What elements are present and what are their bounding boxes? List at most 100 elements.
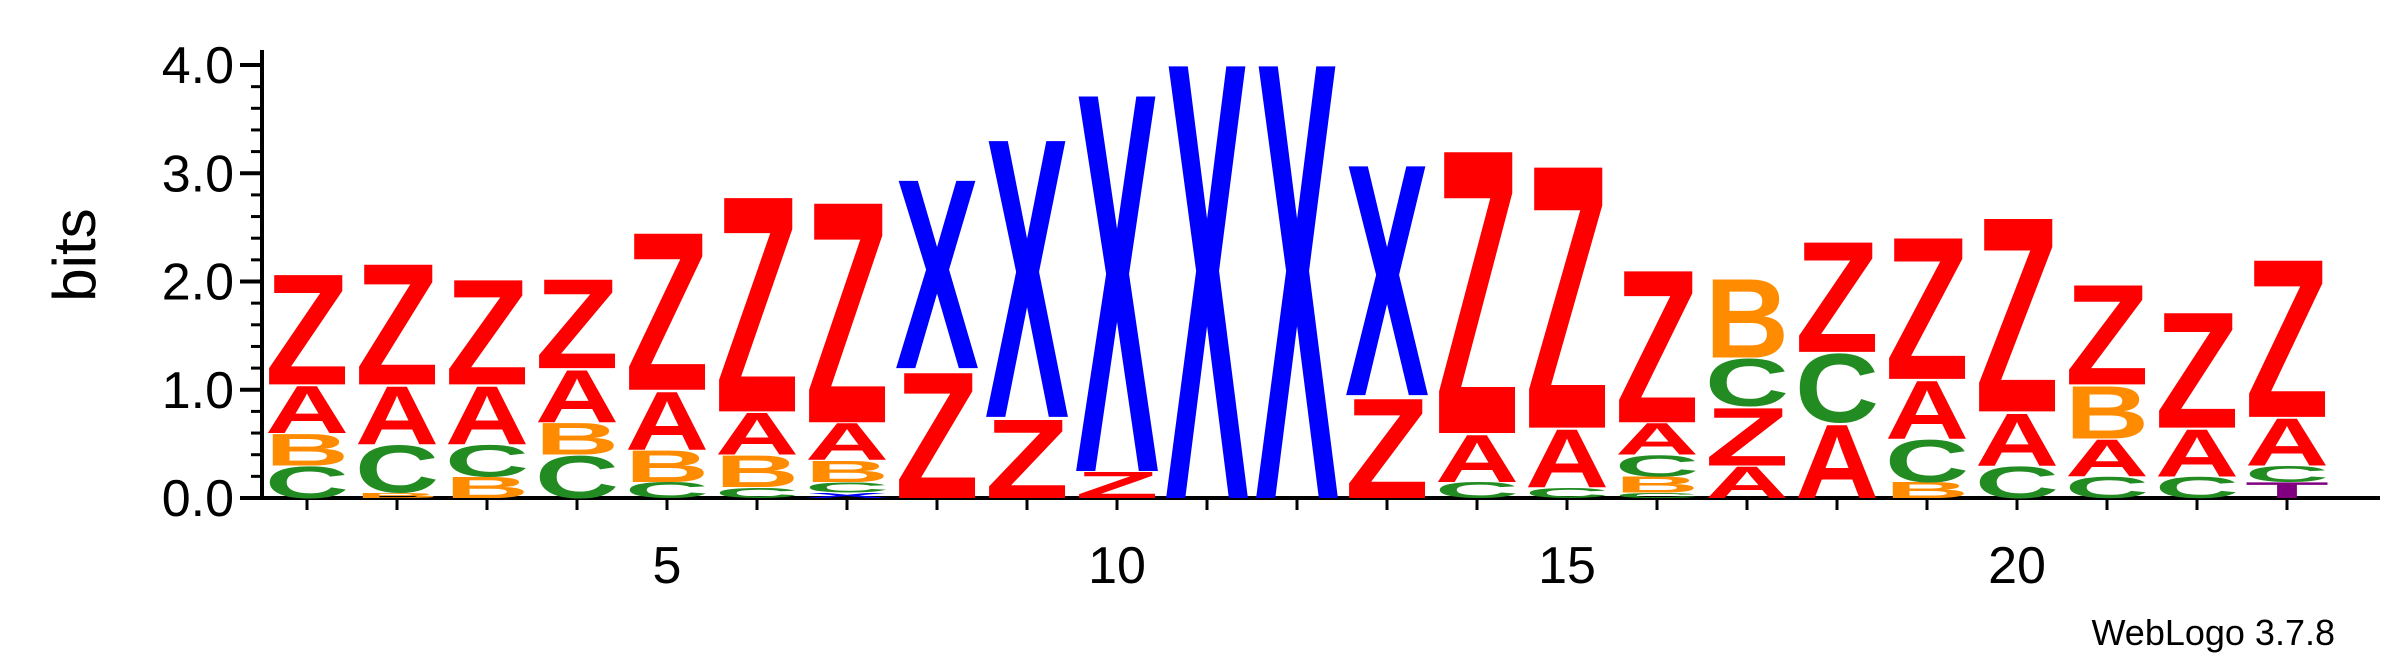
logo-column: ZX bbox=[1075, 0, 1160, 587]
logo-letter: X bbox=[1345, 95, 1429, 467]
logo-letter: X bbox=[1255, 0, 1340, 631]
logo-letter: Z bbox=[985, 395, 1069, 522]
logo-column: ZX bbox=[1345, 95, 1429, 529]
logo-letter: C bbox=[1885, 427, 1969, 495]
logo-letter: A bbox=[1705, 457, 1789, 508]
logo-letter: A bbox=[2245, 405, 2329, 481]
logo-letter: C bbox=[1975, 457, 2059, 508]
logo-letter: A bbox=[1525, 412, 1609, 505]
logo-letter: A bbox=[805, 413, 889, 472]
x-axis: 5 10 15 20 bbox=[262, 496, 2380, 595]
logo-letter: Z bbox=[1795, 210, 1879, 386]
y-tick-label: 0.0 bbox=[162, 470, 234, 528]
logo-letter: Z bbox=[625, 184, 709, 438]
logo-letter: X bbox=[1165, 0, 1250, 631]
logo-letter: A bbox=[2065, 429, 2149, 488]
weblogo-credit: WebLogo 3.7.8 bbox=[2091, 612, 2335, 653]
logo-letter: Z bbox=[445, 247, 529, 417]
logo-letter: A bbox=[1795, 402, 1879, 521]
logo-letter: A bbox=[445, 369, 529, 462]
logo-letter: A bbox=[1975, 397, 2059, 482]
logo-letter: C bbox=[1435, 477, 1519, 502]
logo-column: CAZ bbox=[2155, 278, 2239, 504]
logo-letter: Z bbox=[805, 135, 889, 489]
logo-letter: B bbox=[355, 491, 439, 499]
logo-letter: Z bbox=[1075, 464, 1159, 506]
logo-letter: Z bbox=[1435, 63, 1519, 520]
logo-column: CAZ bbox=[1525, 87, 1609, 508]
logo-letter: C bbox=[445, 435, 529, 486]
logo-letter: Z bbox=[895, 335, 979, 538]
logo-column: X bbox=[1165, 0, 1250, 631]
logo-letter: B bbox=[1615, 472, 1699, 497]
logo-letter: A bbox=[265, 372, 349, 448]
logo-letter: Z bbox=[715, 131, 799, 477]
logo-letter: X bbox=[1075, 0, 1160, 587]
logo-letter: C bbox=[2065, 471, 2149, 505]
logo-letter: C bbox=[1615, 491, 1699, 499]
logo-letter: Z bbox=[1525, 87, 1609, 508]
logo-letter: Z bbox=[265, 242, 349, 418]
logo-letter: A bbox=[355, 369, 439, 462]
logo-letter: C bbox=[1615, 449, 1699, 483]
logo-column: CAZ bbox=[1435, 63, 1519, 520]
logo-letter: A bbox=[535, 354, 619, 439]
x-tick-label: 20 bbox=[1988, 537, 2046, 595]
logo-letter: X bbox=[985, 54, 1070, 502]
logo-letter: C bbox=[805, 479, 889, 496]
logo-letter: A bbox=[625, 374, 709, 467]
logo-letter: Z bbox=[535, 253, 619, 396]
logo-letter: Z bbox=[1885, 194, 1969, 423]
logo-letter: A bbox=[715, 400, 799, 468]
logo-letter: C bbox=[2245, 461, 2329, 486]
logo-column: CAZ bbox=[1975, 159, 2059, 508]
logo-letter: C bbox=[265, 457, 349, 508]
logo-letter: A bbox=[1885, 364, 1969, 457]
y-tick-label: 3.0 bbox=[162, 145, 234, 203]
logo-letter: C bbox=[1705, 345, 1789, 421]
logo-letter: C bbox=[715, 484, 799, 501]
y-axis-title: bits bbox=[41, 208, 108, 301]
logo-letter: Z bbox=[1345, 368, 1429, 528]
logo-letter: C bbox=[1525, 484, 1609, 501]
logo-letter: B bbox=[445, 471, 529, 505]
logo-letter: B bbox=[2065, 370, 2149, 455]
logo-letter: B bbox=[1885, 477, 1969, 502]
logo-column: ACZ bbox=[1795, 210, 1879, 521]
logo-letter: B bbox=[1705, 256, 1789, 382]
logo-letter: B bbox=[535, 414, 619, 465]
logo-letter: Z bbox=[1615, 223, 1699, 469]
logo-letter: Z bbox=[355, 228, 439, 422]
logo-letter: Z bbox=[2065, 255, 2149, 415]
logo-letter: T bbox=[2245, 478, 2329, 503]
logo-letter: B bbox=[715, 446, 799, 497]
x-tick-label: 10 bbox=[1088, 537, 1146, 595]
logo-column: X bbox=[1255, 0, 1340, 631]
logo-letter: C bbox=[355, 432, 439, 508]
x-tick-label: 15 bbox=[1538, 537, 1596, 595]
logo-letter: Z bbox=[1975, 159, 2059, 471]
y-axis: 0.0 1.0 2.0 3.0 4.0 bbox=[162, 37, 264, 528]
logo-column: ZX bbox=[895, 122, 979, 538]
logo-column: ZX bbox=[985, 54, 1070, 522]
logo-letter: B bbox=[625, 441, 709, 492]
y-tick-label: 4.0 bbox=[162, 37, 234, 95]
logo-letter: A bbox=[1615, 414, 1699, 465]
logo-letter: B bbox=[265, 424, 349, 475]
logo-letter: C bbox=[625, 477, 709, 502]
y-tick-label: 1.0 bbox=[162, 362, 234, 420]
logo-letter: C bbox=[535, 443, 619, 511]
